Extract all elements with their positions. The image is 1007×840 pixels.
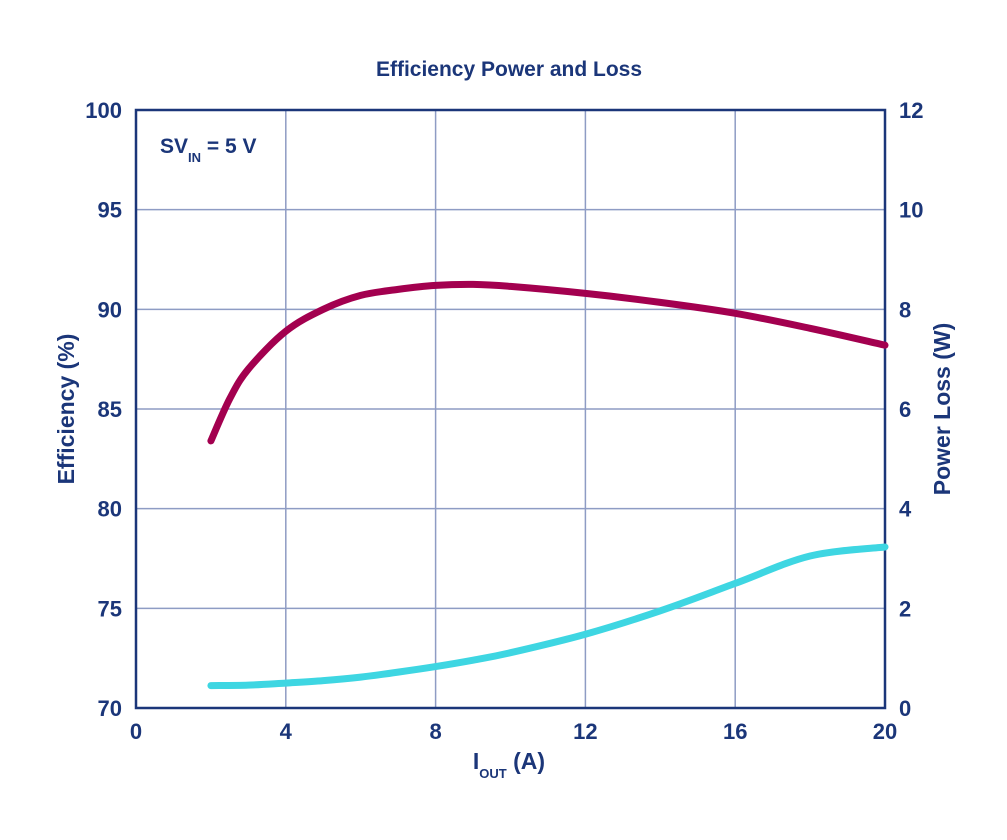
y-right-tick-label: 8 (899, 297, 911, 322)
x-tick-label: 0 (130, 719, 142, 744)
grid (136, 110, 885, 708)
chart-title: Efficiency Power and Loss (376, 58, 642, 81)
x-tick-label: 4 (280, 719, 293, 744)
y-left-tick-label: 85 (98, 397, 122, 422)
x-tick-label: 16 (723, 719, 747, 744)
y-left-tick-label: 80 (98, 497, 122, 522)
condition-annotation: SVIN = 5 V (160, 135, 256, 165)
y-right-tick-label: 12 (899, 98, 923, 123)
power-loss-line (207, 543, 889, 690)
x-tick-labels: 0 4 8 12 16 20 (130, 719, 897, 744)
plot-frame (134, 108, 887, 710)
y-left-tick-label: 90 (98, 297, 122, 322)
x-tick-label: 8 (429, 719, 441, 744)
y-left-tick-label: 95 (98, 198, 122, 223)
x-tick-label: 20 (873, 719, 897, 744)
y-right-tick-label: 6 (899, 397, 911, 422)
y-left-tick-label: 100 (85, 98, 122, 123)
y-right-tick-label: 4 (899, 497, 912, 522)
y-left-tick-label: 70 (98, 696, 122, 721)
y-left-tick-labels: 70 75 80 85 90 95 100 (85, 98, 122, 721)
efficiency-line (207, 280, 889, 445)
y-left-tick-label: 75 (98, 596, 122, 621)
series-group (207, 280, 889, 690)
y-right-tick-label: 2 (899, 596, 911, 621)
x-axis-label: IOUT (A) (473, 748, 545, 781)
y-right-tick-label: 0 (899, 696, 911, 721)
y-left-axis-label: Efficiency (%) (53, 334, 79, 485)
y-right-tick-labels: 0 2 4 6 8 10 12 (899, 98, 923, 721)
y-right-tick-label: 10 (899, 198, 923, 223)
x-tick-label: 12 (573, 719, 597, 744)
y-right-axis-label: Power Loss (W) (929, 323, 955, 496)
